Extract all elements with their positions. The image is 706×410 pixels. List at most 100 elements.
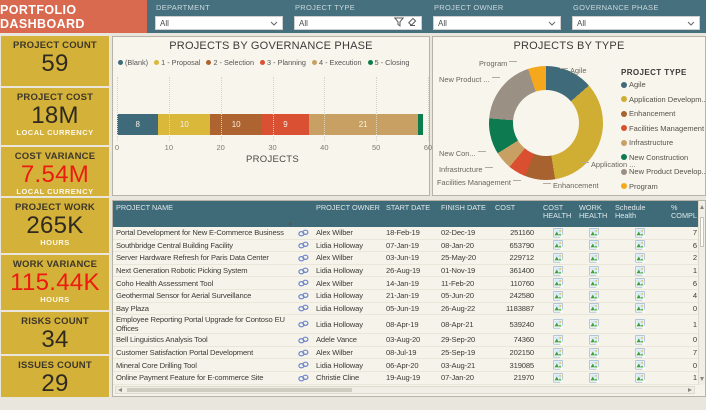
- table-row[interactable]: Geothermal Sensor for Aerial Surveillanc…: [113, 290, 698, 303]
- gridline: [117, 77, 118, 141]
- governance-phase-dropdown[interactable]: All: [572, 16, 700, 30]
- table-header-cell[interactable]: PROJECT OWNER: [316, 204, 380, 212]
- percent-complete-cell: 6: [692, 240, 697, 250]
- finish-date-cell: 26-Aug-22: [441, 303, 476, 313]
- finish-date-cell: 11-Feb-20: [441, 278, 475, 288]
- legend-item[interactable]: Agile: [621, 80, 706, 89]
- table-row[interactable]: Bay Plaza Lidia Holloway 05-Jun-19 26-Aug-2…: [113, 303, 698, 316]
- link-icon[interactable]: [293, 241, 313, 249]
- legend-item[interactable]: New Product Develop...: [621, 167, 706, 176]
- table-header-cell[interactable]: COST: [495, 204, 516, 212]
- gridline: [376, 77, 378, 141]
- work-health-icon: [576, 240, 612, 250]
- table-row[interactable]: Server Hardware Refresh for Paris Data C…: [113, 252, 698, 265]
- finish-date-cell: 25-May-20: [441, 253, 476, 263]
- table-header-cell[interactable]: COST HEALTH: [543, 204, 572, 220]
- governance-phase-slicer: GOVERNANCE PHASE All: [572, 2, 700, 30]
- cost-health-icon: [540, 319, 576, 329]
- table-header-cell[interactable]: FINISH DATE: [441, 204, 486, 212]
- link-icon[interactable]: [293, 374, 313, 382]
- legend-item[interactable]: 3 - Planning: [260, 58, 306, 67]
- table-header-cell[interactable]: [293, 204, 313, 227]
- table-row[interactable]: Southbridge Central Building Facility Lid…: [113, 240, 698, 253]
- table-header-cell[interactable]: PROJECT NAME: [116, 204, 174, 212]
- work-health-icon: [576, 372, 612, 383]
- vertical-scroll-thumb[interactable]: [700, 217, 704, 247]
- link-icon[interactable]: [293, 229, 313, 237]
- gov-bar-segment[interactable]: 9: [262, 114, 309, 135]
- scroll-right-icon[interactable]: [688, 388, 692, 392]
- link-icon[interactable]: [293, 254, 313, 262]
- scroll-down-icon[interactable]: [700, 377, 704, 381]
- schedule-health-icon: [612, 303, 668, 313]
- gov-bar-segment[interactable]: 10: [210, 114, 263, 135]
- percent-complete-cell: 0: [692, 335, 697, 345]
- link-icon[interactable]: [293, 292, 313, 300]
- table-row[interactable]: Bell Linguistics Analysis Tool Adele Vanc…: [113, 334, 698, 347]
- gov-bar-segment[interactable]: [417, 114, 423, 135]
- table-row[interactable]: Employee Reporting Portal Upgrade for Co…: [113, 315, 698, 335]
- legend-item[interactable]: 5 - Closing: [367, 58, 409, 67]
- governance-phase-slicer-label: GOVERNANCE PHASE: [573, 3, 659, 12]
- department-dropdown[interactable]: All: [155, 16, 283, 30]
- work-health-icon: [576, 227, 612, 238]
- legend-item[interactable]: 2 - Selection: [206, 58, 254, 67]
- legend-item[interactable]: Enhancement: [621, 109, 706, 118]
- link-icon[interactable]: [293, 349, 313, 357]
- legend-item[interactable]: (Blank): [118, 58, 148, 67]
- cost-cell: 319085: [509, 360, 535, 370]
- filter-funnel-icon[interactable]: [393, 17, 405, 29]
- horizontal-scroll-thumb[interactable]: [127, 388, 352, 392]
- gov-bar-segment[interactable]: 8: [117, 114, 159, 135]
- clear-filter-icon[interactable]: [407, 17, 417, 29]
- scroll-up-icon[interactable]: [700, 205, 704, 209]
- table-body: Portal Development for New E-Commerce Bu…: [113, 227, 698, 385]
- link-icon[interactable]: [293, 320, 313, 328]
- project-type-dropdown[interactable]: All: [294, 16, 422, 30]
- sort-ascending-icon: ▲: [288, 221, 293, 227]
- legend-item[interactable]: Facilities Management: [621, 124, 706, 133]
- link-icon[interactable]: [293, 336, 313, 344]
- table-row[interactable]: Coho Health Assessment Tool Alex Wilber 14…: [113, 277, 698, 290]
- gov-bar-segment[interactable]: 10: [158, 114, 211, 135]
- link-icon[interactable]: [293, 279, 313, 287]
- kpi-title: PROJECT COUNT: [13, 40, 97, 51]
- finish-date-cell: 25-Sep-19: [441, 348, 476, 358]
- work-health-icon: [576, 265, 612, 276]
- legend-item[interactable]: Program: [621, 182, 706, 191]
- department-dropdown-value: All: [160, 18, 169, 28]
- project-owner-dropdown[interactable]: All: [433, 16, 561, 30]
- link-icon[interactable]: [293, 267, 313, 275]
- table-row[interactable]: Next Generation Robotic Picking System Li…: [113, 265, 698, 278]
- gov-bar-segment[interactable]: 21: [308, 114, 418, 135]
- table-row[interactable]: Portal Development for New E-Commerce Bu…: [113, 227, 698, 240]
- kpi-title: WORK VARIANCE: [12, 259, 98, 270]
- legend-swatch-icon: [311, 60, 317, 65]
- vertical-scrollbar[interactable]: [698, 201, 705, 385]
- legend-item[interactable]: 4 - Execution: [311, 58, 362, 67]
- legend-item[interactable]: 1 - Proposal: [154, 58, 200, 67]
- scroll-left-icon[interactable]: [118, 388, 122, 392]
- horizontal-scrollbar[interactable]: [115, 386, 695, 394]
- legend-label: Agile: [629, 80, 646, 89]
- cost-cell: 110760: [510, 278, 534, 288]
- table-row[interactable]: Online Payment Feature for E-commerce Si…: [113, 372, 698, 385]
- chevron-down-icon: [548, 21, 556, 26]
- legend-item[interactable]: Infrastructure: [621, 138, 706, 147]
- link-icon[interactable]: [293, 361, 313, 369]
- table-header-cell[interactable]: START DATE: [386, 204, 431, 212]
- legend-item[interactable]: Application Developm...: [621, 95, 706, 104]
- table-row[interactable]: Customer Satisfaction Portal Development…: [113, 347, 698, 360]
- axis-tick-label: 30: [268, 143, 277, 152]
- kpi-value: 7.54M: [20, 161, 90, 188]
- work-health-icon: [576, 303, 612, 313]
- percent-complete-cell: 7: [692, 348, 697, 358]
- table-header-cell[interactable]: Schedule Health: [615, 204, 646, 220]
- table-header-cell[interactable]: WORK HEALTH: [579, 204, 608, 220]
- project-type-dropdown-value: All: [299, 18, 308, 28]
- legend-item[interactable]: New Construction: [621, 153, 706, 162]
- table-header-cell[interactable]: % COMPL: [671, 204, 697, 220]
- link-icon[interactable]: [293, 304, 313, 312]
- table-row[interactable]: Mineral Core Drilling Tool Lidia Holloway…: [113, 359, 698, 372]
